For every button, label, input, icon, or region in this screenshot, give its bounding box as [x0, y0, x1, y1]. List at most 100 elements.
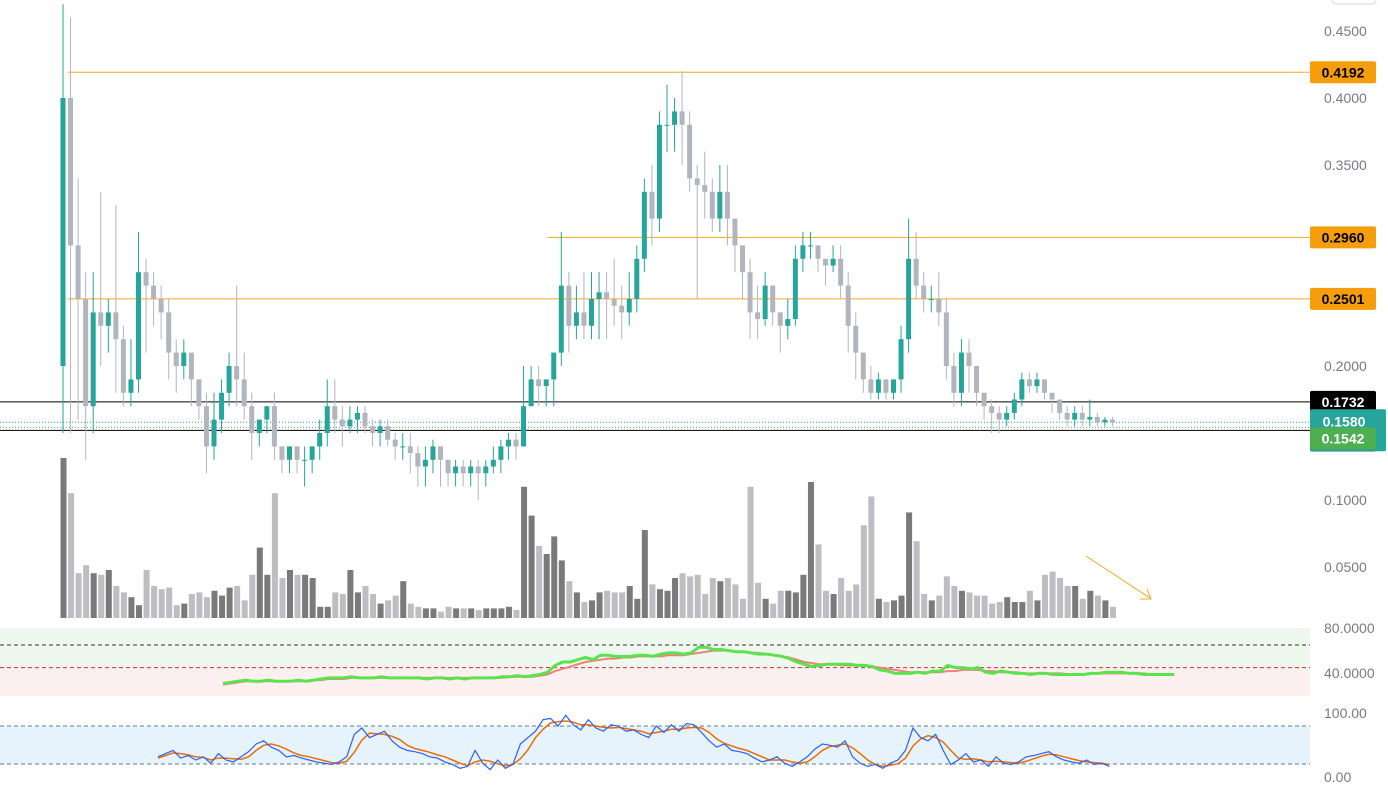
volume-bar: [868, 496, 875, 618]
volume-bar: [1011, 602, 1018, 618]
stoch-tick-label: 100.00: [1324, 705, 1367, 721]
volume-bar: [68, 493, 75, 618]
candle-body: [98, 312, 104, 326]
candle-body: [521, 406, 527, 447]
candle-body: [68, 98, 74, 246]
level-tag: 0.2960: [1322, 229, 1365, 245]
candle-body: [785, 319, 791, 326]
rsi-tick-label: 80.0000: [1324, 620, 1375, 636]
volume-bar: [687, 576, 694, 618]
volume-bar: [928, 600, 935, 618]
candle-body: [90, 312, 96, 407]
candle-body: [181, 352, 187, 366]
volume-bar: [490, 608, 497, 618]
candle-body: [694, 178, 700, 186]
volume-bar: [596, 592, 603, 618]
volume-bar: [264, 574, 271, 618]
chart-settings-button[interactable]: [1331, 0, 1377, 5]
volume-bar: [460, 608, 467, 618]
volume-bar: [1072, 586, 1079, 618]
volume-bar: [1102, 600, 1109, 618]
candle-body: [604, 292, 610, 299]
candle-body: [596, 292, 602, 299]
current-price-tag: 0.1580: [1323, 413, 1366, 429]
rsi-pane: 80.0000 40.0000: [0, 620, 1375, 686]
candle-body: [1109, 419, 1115, 423]
volume-bar: [702, 594, 709, 618]
volume-bar: [151, 586, 158, 618]
price-tick-label: 0.2000: [1324, 358, 1367, 374]
candle-body: [1034, 379, 1040, 387]
volume-bar: [83, 565, 90, 618]
volume-bar: [792, 592, 799, 618]
volume-bar: [332, 592, 339, 618]
candle-body: [105, 312, 111, 326]
candle-body: [505, 439, 511, 447]
candle-body: [294, 446, 300, 460]
volume-bar: [1064, 586, 1071, 618]
volume-bar: [392, 595, 399, 618]
stoch-pane: 100.00 0.00: [0, 705, 1367, 785]
volume-bar: [1034, 600, 1041, 618]
candle-body: [438, 446, 443, 460]
candle-body: [641, 191, 647, 259]
candle-body: [166, 312, 172, 353]
volume-bar: [966, 592, 973, 618]
candle-body: [611, 299, 617, 306]
price-tick-label: 0.0500: [1324, 559, 1367, 575]
volume-bar: [445, 606, 452, 618]
candle-body: [377, 426, 383, 433]
volume-bar: [370, 594, 377, 618]
volume-bar: [339, 594, 346, 618]
volume-bar: [249, 574, 256, 618]
volume-bar: [619, 592, 626, 618]
volume-bar: [838, 578, 845, 618]
volume-bar: [400, 581, 407, 618]
candle-body: [981, 392, 987, 407]
volume-bar: [800, 574, 807, 618]
candle-body: [951, 366, 957, 393]
volume-bar: [709, 578, 716, 618]
volume-bar: [256, 547, 263, 618]
candle-body: [996, 412, 1002, 420]
volume-bar: [664, 590, 671, 618]
volume-bar: [498, 608, 505, 618]
candle-body: [460, 466, 466, 474]
volume-bar: [823, 590, 830, 618]
volume-bar: [415, 606, 422, 618]
volume-bar: [173, 605, 180, 618]
candle-body: [1079, 412, 1085, 420]
candle-body: [770, 285, 776, 313]
candle-body: [913, 258, 919, 286]
candle-body: [173, 352, 179, 366]
candle-body: [354, 412, 360, 420]
candle-body: [453, 466, 459, 474]
candle-body: [928, 299, 934, 300]
candle-body: [543, 379, 549, 387]
candle-body: [475, 466, 481, 474]
volume-bar: [1049, 571, 1056, 618]
level-tag: 0.2501: [1322, 291, 1365, 307]
candle-body: [1072, 412, 1078, 420]
volume-bar: [853, 584, 860, 618]
volume-bar: [1109, 606, 1116, 618]
candle-body: [619, 305, 625, 313]
volume-bar: [143, 570, 150, 618]
volume-bar: [513, 610, 520, 618]
candle-body: [898, 339, 904, 380]
candle-body: [724, 191, 730, 219]
candle-body: [196, 379, 202, 407]
volume-bar: [672, 578, 679, 618]
volume-bar: [989, 603, 996, 618]
level-tag: 0.4192: [1322, 64, 1365, 80]
candle-body: [974, 366, 980, 393]
candle-body: [807, 245, 813, 247]
volume-bar: [755, 582, 762, 618]
candle-body: [1057, 399, 1063, 413]
candle-body: [626, 299, 632, 313]
level-tag-bg: [1310, 287, 1376, 310]
volume-bar: [309, 578, 316, 618]
candle-body: [687, 124, 693, 179]
volume-bar: [475, 610, 482, 618]
